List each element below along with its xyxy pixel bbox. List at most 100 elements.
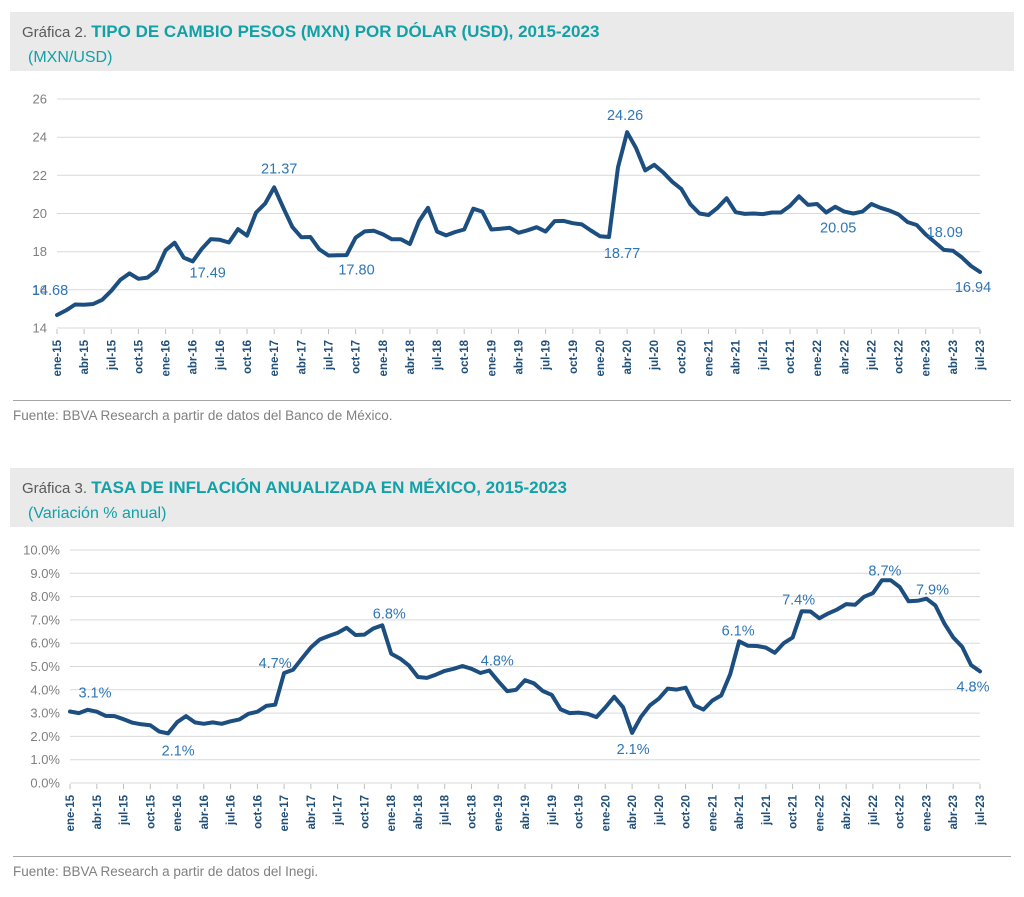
svg-text:6.1%: 6.1% xyxy=(722,623,755,639)
svg-text:ene-22: ene-22 xyxy=(814,795,826,831)
inflation-chart-header: Gráfica 3. TASA DE INFLACIÓN ANUALIZADA … xyxy=(10,468,1014,527)
svg-text:ene-20: ene-20 xyxy=(595,340,607,376)
svg-text:oct-19: oct-19 xyxy=(568,340,580,374)
svg-text:oct-21: oct-21 xyxy=(788,794,800,828)
svg-text:abr-19: abr-19 xyxy=(520,795,532,830)
svg-text:jul-22: jul-22 xyxy=(868,795,880,826)
svg-text:oct-19: oct-19 xyxy=(574,795,586,829)
svg-text:4.8%: 4.8% xyxy=(481,654,514,670)
svg-text:22: 22 xyxy=(33,168,47,183)
svg-text:ene-16: ene-16 xyxy=(172,795,184,831)
svg-text:20.05: 20.05 xyxy=(820,221,856,237)
svg-text:7.9%: 7.9% xyxy=(916,583,949,599)
svg-text:abr-22: abr-22 xyxy=(841,795,853,830)
svg-text:oct-16: oct-16 xyxy=(252,795,264,829)
svg-text:6.0%: 6.0% xyxy=(30,636,60,651)
svg-text:18: 18 xyxy=(33,244,47,259)
svg-text:abr-23: abr-23 xyxy=(948,340,960,375)
svg-text:oct-15: oct-15 xyxy=(145,794,157,828)
svg-text:abr-21: abr-21 xyxy=(731,339,743,374)
svg-text:6.8%: 6.8% xyxy=(373,606,406,622)
svg-text:abr-16: abr-16 xyxy=(199,795,211,830)
svg-text:jul-20: jul-20 xyxy=(654,795,666,826)
svg-text:jul-18: jul-18 xyxy=(432,339,444,371)
inflation-line-chart: 0.0% 1.0% 2.0% 3.0% 4.0% 5.0% 6.0% 7.0% 8.0% 9.0%… xyxy=(23,543,990,832)
svg-text:oct-18: oct-18 xyxy=(459,339,471,373)
svg-text:ene-23: ene-23 xyxy=(922,795,934,831)
svg-text:ene-21: ene-21 xyxy=(707,794,719,831)
svg-text:10.0%: 10.0% xyxy=(23,543,60,558)
svg-text:oct-21: oct-21 xyxy=(785,339,797,373)
svg-text:ene-19: ene-19 xyxy=(493,795,505,831)
chart-subtitle: (Variación % anual) xyxy=(28,505,167,522)
chart-source-note: Fuente: BBVA Research a partir de datos … xyxy=(13,400,1011,423)
svg-text:jul-16: jul-16 xyxy=(226,795,238,826)
svg-text:16.94: 16.94 xyxy=(955,280,991,296)
svg-text:abr-17: abr-17 xyxy=(306,795,318,830)
svg-text:jul-16: jul-16 xyxy=(215,340,227,371)
svg-text:ene-20: ene-20 xyxy=(600,795,612,831)
svg-text:oct-16: oct-16 xyxy=(242,340,254,374)
chart-source-note: Fuente: BBVA Research a partir de datos … xyxy=(13,856,1011,879)
svg-text:24: 24 xyxy=(33,130,47,145)
svg-text:jul-19: jul-19 xyxy=(541,340,553,371)
exchange-rate-chart-header: Gráfica 2. TIPO DE CAMBIO PESOS (MXN) PO… xyxy=(10,12,1014,71)
svg-text:oct-17: oct-17 xyxy=(359,795,371,829)
chart-number-label: Gráfica 2. xyxy=(22,24,88,41)
svg-text:jul-21: jul-21 xyxy=(761,794,773,826)
svg-text:7.4%: 7.4% xyxy=(782,592,815,608)
svg-text:3.0%: 3.0% xyxy=(30,706,60,721)
svg-text:4.8%: 4.8% xyxy=(956,679,989,695)
svg-text:oct-20: oct-20 xyxy=(676,340,688,374)
exchange-rate-line-chart: 14 16 18 20 22 24 26 ene-15 abr-15 jul-15 oct-15 en… xyxy=(32,92,991,377)
svg-text:abr-16: abr-16 xyxy=(188,340,200,375)
svg-text:ene-21: ene-21 xyxy=(704,339,716,376)
svg-text:abr-23: abr-23 xyxy=(948,795,960,830)
svg-text:ene-16: ene-16 xyxy=(161,340,173,376)
svg-text:18.77: 18.77 xyxy=(604,246,640,262)
svg-text:0.0%: 0.0% xyxy=(30,776,60,791)
svg-text:oct-18: oct-18 xyxy=(467,794,479,828)
svg-text:21.37: 21.37 xyxy=(261,161,297,177)
svg-text:abr-21: abr-21 xyxy=(734,794,746,829)
svg-text:abr-15: abr-15 xyxy=(79,339,91,374)
svg-text:3.1%: 3.1% xyxy=(78,686,111,702)
svg-text:abr-20: abr-20 xyxy=(627,795,639,830)
svg-text:abr-20: abr-20 xyxy=(622,340,634,375)
svg-text:17.49: 17.49 xyxy=(190,265,226,281)
svg-text:5.0%: 5.0% xyxy=(30,659,60,674)
svg-text:jul-23: jul-23 xyxy=(975,340,987,371)
svg-text:jul-18: jul-18 xyxy=(440,794,452,826)
svg-text:ene-22: ene-22 xyxy=(812,340,824,376)
svg-text:17.80: 17.80 xyxy=(338,262,374,278)
svg-text:20: 20 xyxy=(33,206,47,221)
svg-text:24.26: 24.26 xyxy=(607,108,643,124)
svg-text:ene-18: ene-18 xyxy=(378,339,390,376)
svg-text:14: 14 xyxy=(33,321,47,336)
svg-text:oct-22: oct-22 xyxy=(894,340,906,374)
svg-text:jul-22: jul-22 xyxy=(866,340,878,371)
svg-text:oct-15: oct-15 xyxy=(133,339,145,373)
svg-text:2.0%: 2.0% xyxy=(30,729,60,744)
svg-text:ene-17: ene-17 xyxy=(269,340,281,376)
svg-text:7.0%: 7.0% xyxy=(30,612,60,627)
svg-text:oct-17: oct-17 xyxy=(351,340,363,374)
svg-text:26: 26 xyxy=(33,92,47,107)
svg-text:ene-23: ene-23 xyxy=(921,340,933,376)
svg-text:abr-19: abr-19 xyxy=(514,340,526,375)
svg-text:jul-15: jul-15 xyxy=(119,794,131,826)
svg-text:ene-17: ene-17 xyxy=(279,795,291,831)
svg-text:ene-19: ene-19 xyxy=(486,340,498,376)
svg-text:abr-15: abr-15 xyxy=(92,794,104,829)
svg-text:9.0%: 9.0% xyxy=(30,566,60,581)
svg-text:2.1%: 2.1% xyxy=(162,743,195,759)
svg-text:jul-17: jul-17 xyxy=(324,340,336,371)
svg-text:1.0%: 1.0% xyxy=(30,752,60,767)
svg-text:jul-15: jul-15 xyxy=(106,339,118,371)
svg-text:ene-15: ene-15 xyxy=(65,794,77,831)
svg-text:14.68: 14.68 xyxy=(32,283,68,299)
svg-text:jul-19: jul-19 xyxy=(547,795,559,826)
chart-number-label: Gráfica 3. xyxy=(22,480,88,497)
svg-text:ene-15: ene-15 xyxy=(52,339,64,376)
